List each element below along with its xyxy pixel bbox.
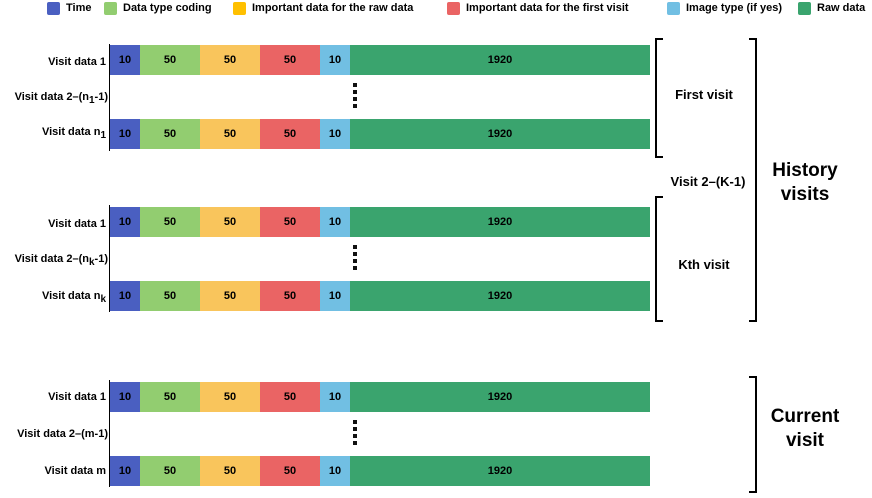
row-label-first-visit-middle: Visit data 2–(n1-1)	[14, 91, 108, 106]
ellipsis-dots	[353, 420, 357, 448]
visit-bar: 10 50 50 50 10 1920	[110, 456, 650, 486]
legend-swatch-time	[47, 1, 60, 15]
data-type-coding-segment: 50	[140, 281, 200, 311]
row-label-first-visit-last: Visit data n1	[41, 126, 106, 141]
important-raw-segment: 50	[200, 207, 260, 237]
image-type-segment: 10	[320, 119, 350, 149]
ellipsis-dots	[353, 245, 357, 273]
data-type-coding-segment: 50	[140, 207, 200, 237]
time-segment: 10	[110, 456, 140, 486]
legend-item-time: Time	[47, 1, 91, 15]
legend-label: Important data for the first visit	[466, 2, 629, 14]
row-label-current-visit-middle: Visit data 2–(m-1)	[17, 428, 108, 440]
legend-label: Data type coding	[123, 2, 212, 14]
time-segment: 10	[110, 119, 140, 149]
important-raw-segment: 50	[200, 45, 260, 75]
important-first-visit-segment: 50	[260, 207, 320, 237]
row-label-kth-visit-1: Visit data 1	[48, 218, 106, 230]
image-type-segment: 10	[320, 456, 350, 486]
time-segment: 10	[110, 382, 140, 412]
legend-swatch-important-first-visit	[447, 1, 460, 15]
label-history-visits: History visits	[772, 160, 838, 205]
legend-item-important-first-visit: Important data for the first visit	[447, 1, 629, 15]
time-segment: 10	[110, 45, 140, 75]
raw-data-segment: 1920	[350, 456, 650, 486]
important-first-visit-segment: 50	[260, 281, 320, 311]
image-type-segment: 10	[320, 281, 350, 311]
visit-bar: 10 50 50 50 10 1920	[110, 119, 650, 149]
raw-data-segment: 1920	[350, 382, 650, 412]
image-type-segment: 10	[320, 207, 350, 237]
row-label-kth-visit-last: Visit data nk	[41, 290, 106, 305]
label-current-visit: Current visit	[770, 406, 840, 451]
important-first-visit-segment: 50	[260, 456, 320, 486]
important-raw-segment: 50	[200, 382, 260, 412]
legend-label: Image type (if yes)	[686, 2, 782, 14]
important-first-visit-segment: 50	[260, 382, 320, 412]
image-type-segment: 10	[320, 45, 350, 75]
label-middle-visits: Visit 2–(K-1)	[670, 174, 746, 189]
legend-swatch-important-raw	[233, 1, 246, 15]
visit-bar: 10 50 50 50 10 1920	[110, 45, 650, 75]
important-raw-segment: 50	[200, 119, 260, 149]
legend-label: Raw data	[817, 2, 866, 14]
data-type-coding-segment: 50	[140, 119, 200, 149]
time-segment: 10	[110, 281, 140, 311]
raw-data-segment: 1920	[350, 119, 650, 149]
row-label-current-visit-1: Visit data 1	[48, 391, 106, 403]
row-label-first-visit-1: Visit data 1	[48, 56, 106, 68]
visit-bar: 10 50 50 50 10 1920	[110, 281, 650, 311]
legend: Time Data type coding Important data for…	[0, 0, 872, 16]
axis-line-current-visit	[109, 380, 110, 487]
important-first-visit-segment: 50	[260, 119, 320, 149]
raw-data-segment: 1920	[350, 207, 650, 237]
data-type-coding-segment: 50	[140, 382, 200, 412]
visit-bar: 10 50 50 50 10 1920	[110, 382, 650, 412]
data-type-coding-segment: 50	[140, 45, 200, 75]
image-type-segment: 10	[320, 382, 350, 412]
axis-line-kth-visit	[109, 205, 110, 312]
label-first-visit: First visit	[675, 87, 733, 102]
legend-item-raw-data: Raw data	[798, 1, 865, 15]
bracket-first-visit	[655, 38, 663, 158]
important-raw-segment: 50	[200, 456, 260, 486]
legend-swatch-raw-data	[798, 1, 811, 15]
time-segment: 10	[110, 207, 140, 237]
legend-swatch-data-type-coding	[104, 1, 117, 15]
legend-swatch-image-type	[667, 1, 680, 15]
legend-label: Time	[66, 2, 92, 14]
ellipsis-dots	[353, 83, 357, 111]
raw-data-segment: 1920	[350, 45, 650, 75]
bracket-kth-visit	[655, 196, 663, 322]
raw-data-segment: 1920	[350, 281, 650, 311]
bracket-history-visits	[749, 38, 757, 322]
legend-item-image-type: Image type (if yes)	[667, 1, 782, 15]
label-kth-visit: Kth visit	[678, 257, 730, 272]
bracket-current-visit	[749, 376, 757, 493]
row-label-kth-visit-middle: Visit data 2–(nk-1)	[14, 253, 108, 268]
data-type-coding-segment: 50	[140, 456, 200, 486]
important-raw-segment: 50	[200, 281, 260, 311]
legend-label: Important data for the raw data	[252, 2, 414, 14]
legend-item-data-type-coding: Data type coding	[104, 1, 212, 15]
axis-line-first-visit	[109, 44, 110, 151]
row-label-current-visit-last: Visit data m	[44, 465, 106, 477]
important-first-visit-segment: 50	[260, 45, 320, 75]
legend-item-important-raw: Important data for the raw data	[233, 1, 413, 15]
visit-bar: 10 50 50 50 10 1920	[110, 207, 650, 237]
